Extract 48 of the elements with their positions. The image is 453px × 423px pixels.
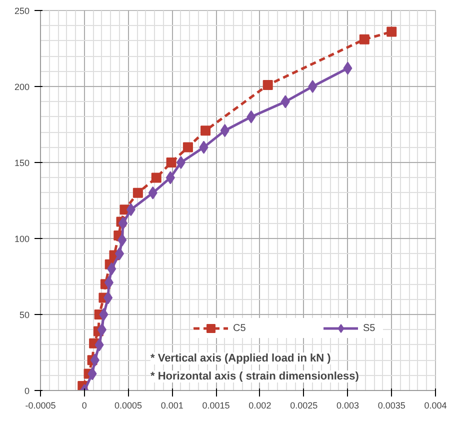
point [97,323,106,336]
x-tick-label: 0.004 [424,400,447,410]
y-tick-label: 200 [14,82,30,92]
point [166,171,175,184]
legend-label: S5 [363,322,376,334]
point [220,124,230,138]
point [104,291,113,304]
y-tick-label: 150 [14,158,30,168]
annotation: * Vertical axis (Applied load in kN ) [150,352,332,364]
point [359,34,370,44]
x-tick-label: 0.0035 [378,400,406,410]
point [99,308,108,321]
legend-label: C5 [233,322,247,334]
point [94,338,104,352]
point [104,276,114,290]
point [200,126,211,136]
point [126,203,136,216]
point [176,156,186,169]
x-tick-label: 0.0005 [114,400,142,410]
point [246,110,256,124]
x-tick-label: 0.001 [160,400,184,410]
x-tick-label: -0.0005 [25,400,56,410]
point [107,262,116,276]
point [386,26,397,37]
y-tick-label: 100 [14,234,30,244]
x-tick-label: 0.003 [336,400,359,410]
point [182,142,193,152]
x-tick-label: 0 [82,400,87,410]
point [118,234,127,247]
point [166,158,176,168]
x-tick-label: 0.0015 [202,400,230,410]
point [280,95,290,108]
x-tick-label: 0.0025 [290,400,318,410]
point [308,80,318,93]
point [262,80,273,90]
point [88,367,97,380]
point [151,172,162,183]
y-tick-label: 0 [24,386,30,396]
point [343,62,352,75]
point [118,216,128,230]
point [199,140,208,154]
y-tick-label: 250 [14,6,30,16]
point [148,186,158,200]
annotation: * Horizontal axis ( strain dimensionless) [150,370,360,382]
x-tick-label: 0.002 [248,400,272,410]
y-tick-label: 50 [19,310,30,320]
point [132,188,143,198]
point [90,354,100,367]
